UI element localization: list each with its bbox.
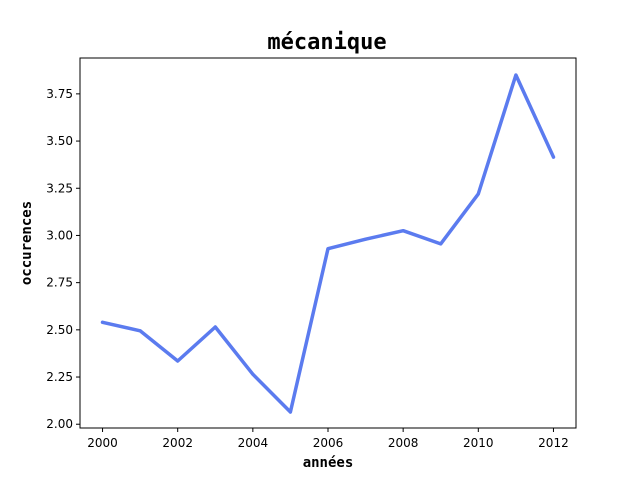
x-tick-label: 2010 xyxy=(463,436,494,450)
x-tick-label: 2002 xyxy=(162,436,193,450)
y-tick-label: 3.50 xyxy=(46,134,73,148)
data-point xyxy=(364,237,368,241)
data-point xyxy=(288,410,292,414)
x-tick-label: 2004 xyxy=(238,436,269,450)
y-tick-label: 3.75 xyxy=(46,87,73,101)
x-axis: 2000 2002 2004 2006 2008 2010 2012 xyxy=(87,428,569,450)
data-point xyxy=(326,247,330,251)
data-points xyxy=(101,73,555,414)
data-point xyxy=(439,242,443,246)
x-tick-label: 2008 xyxy=(388,436,419,450)
y-tick-label: 3.25 xyxy=(46,181,73,195)
plot-area xyxy=(79,57,577,429)
x-axis-label: années xyxy=(303,455,354,471)
data-point xyxy=(213,325,217,329)
x-tick-label: 2012 xyxy=(538,436,569,450)
data-point xyxy=(552,155,555,159)
y-tick-label: 2.75 xyxy=(46,276,73,290)
data-point xyxy=(176,359,180,363)
data-point xyxy=(138,329,142,333)
data-point xyxy=(514,73,518,77)
x-tick-label: 2000 xyxy=(87,436,118,450)
y-axis: 2.00 2.25 2.50 2.75 3.00 3.25 3.50 3.75 xyxy=(46,87,80,431)
y-tick-label: 2.00 xyxy=(46,417,73,431)
y-axis-label: occurences xyxy=(19,201,35,285)
y-tick-label: 2.25 xyxy=(46,370,73,384)
data-point xyxy=(101,320,104,324)
data-point xyxy=(251,372,255,376)
data-point xyxy=(476,192,480,196)
chart-title: mécanique xyxy=(267,30,386,55)
x-tick-label: 2006 xyxy=(313,436,344,450)
y-tick-label: 2.50 xyxy=(46,323,73,337)
y-tick-label: 3.00 xyxy=(46,228,73,242)
series-line xyxy=(100,73,556,414)
data-point xyxy=(401,229,405,233)
